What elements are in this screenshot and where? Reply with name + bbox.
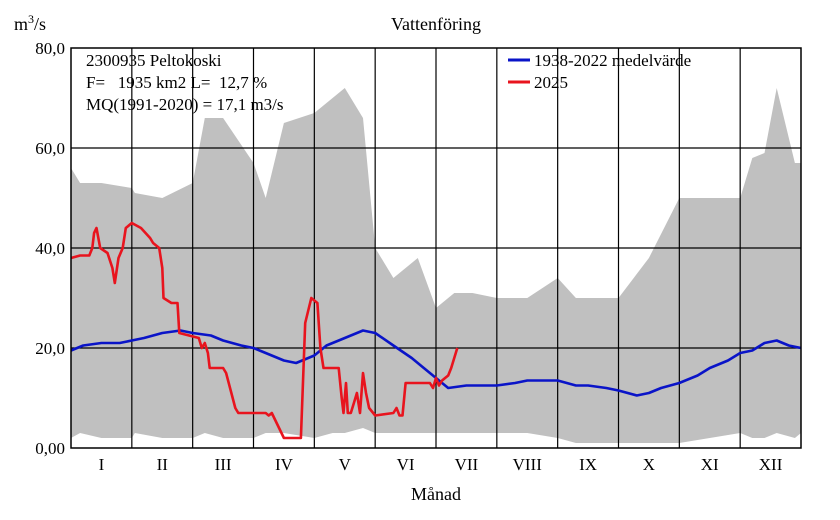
- month-label: IV: [275, 455, 294, 474]
- month-label: V: [339, 455, 352, 474]
- chart-title: Vattenföring: [391, 14, 481, 34]
- station-info: 2300935 Peltokoski F= 1935 km2 L= 12,7 %…: [86, 51, 284, 114]
- month-label: X: [643, 455, 655, 474]
- y-tick-label: 60,0: [35, 139, 65, 158]
- y-unit-exponent: 3: [28, 12, 34, 26]
- legend: 1938-2022 medelvärde 2025: [508, 51, 691, 92]
- month-label: XI: [701, 455, 719, 474]
- mean-series-line: [70, 329, 802, 397]
- month-label: IX: [579, 455, 597, 474]
- y-tick-labels: 0,00 20,0 40,0 60,0 80,0: [35, 39, 65, 458]
- y-tick-label: 80,0: [35, 39, 65, 58]
- station-mq: MQ(1991-2020) = 17,1 m3/s: [86, 95, 284, 114]
- month-labels: I II III IV V VI VII VIII IX X XI XII: [99, 455, 783, 474]
- month-label: VIII: [513, 455, 543, 474]
- station-name: 2300935 Peltokoski: [86, 51, 222, 70]
- month-label: VII: [455, 455, 479, 474]
- plot-area: [70, 47, 802, 449]
- station-area: F= 1935 km2 L= 12,7 %: [86, 73, 267, 92]
- y-axis-label: m3/s: [14, 12, 46, 34]
- month-label: II: [157, 455, 169, 474]
- x-axis-label: Månad: [411, 484, 461, 504]
- month-label: III: [215, 455, 232, 474]
- month-label: XII: [759, 455, 783, 474]
- y-tick-label: 20,0: [35, 339, 65, 358]
- y-unit-base: m: [14, 14, 28, 34]
- month-label: I: [99, 455, 105, 474]
- y-tick-label: 0,00: [35, 439, 65, 458]
- plot-frame: [70, 47, 802, 449]
- y-unit-tail: /s: [34, 14, 46, 34]
- month-label: VI: [397, 455, 415, 474]
- y-tick-label: 40,0: [35, 239, 65, 258]
- current-series-line: [70, 221, 459, 440]
- legend-current-label: 2025: [534, 73, 568, 92]
- series-layer: [70, 221, 802, 440]
- legend-mean-label: 1938-2022 medelvärde: [534, 51, 691, 70]
